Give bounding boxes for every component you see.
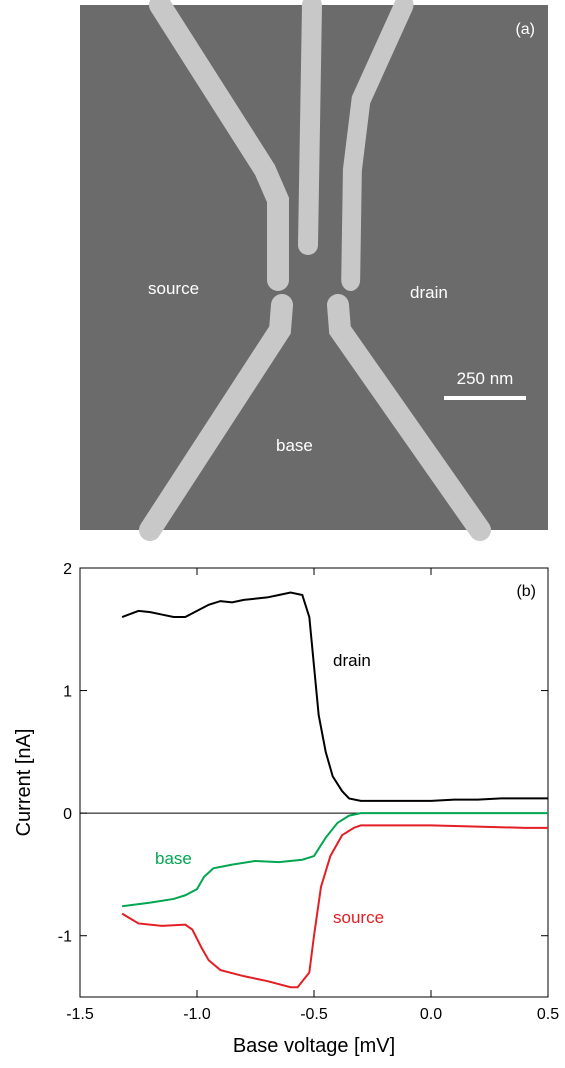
y-tick-label: -1 [58,929,72,946]
chart: -1.5 -1.0 -0.5 0.0 0.5 -1 0 1 2 Base voltage [mV]… [13,561,559,1057]
electrode [327,294,491,541]
y-axis-title: Current [nA] [13,729,35,837]
scale-bar-label: 250 nm [457,369,514,388]
x-tick-label: 0.0 [420,1006,442,1023]
x-tick-label: -0.5 [300,1006,328,1023]
electrode [298,0,322,255]
series-label: drain [333,651,371,670]
data-line [121,812,548,908]
panel-label: (b) [516,583,536,600]
electrodes [139,0,491,541]
y-tick-label: 0 [63,806,72,823]
x-tick-label: -1.5 [66,1006,94,1023]
y-tick-label: 2 [63,561,72,578]
image-label: drain [410,283,448,302]
x-axis-title: Base voltage [mV] [233,1035,395,1057]
x-tick-label: 0.5 [537,1006,559,1023]
panel-label: (a) [515,21,535,38]
electrode [149,0,289,291]
image-label: base [276,436,313,455]
series-label: base [155,849,192,868]
electrode [139,294,293,541]
electrode [341,0,414,291]
series-label: source [333,908,384,927]
x-tick-label: -1.0 [183,1006,211,1023]
y-tick-label: 1 [63,684,72,701]
data-line [121,824,548,989]
image-label: source [148,279,199,298]
data-line [121,591,548,802]
sem-image: 250 nm (a) source drain base [80,0,548,541]
